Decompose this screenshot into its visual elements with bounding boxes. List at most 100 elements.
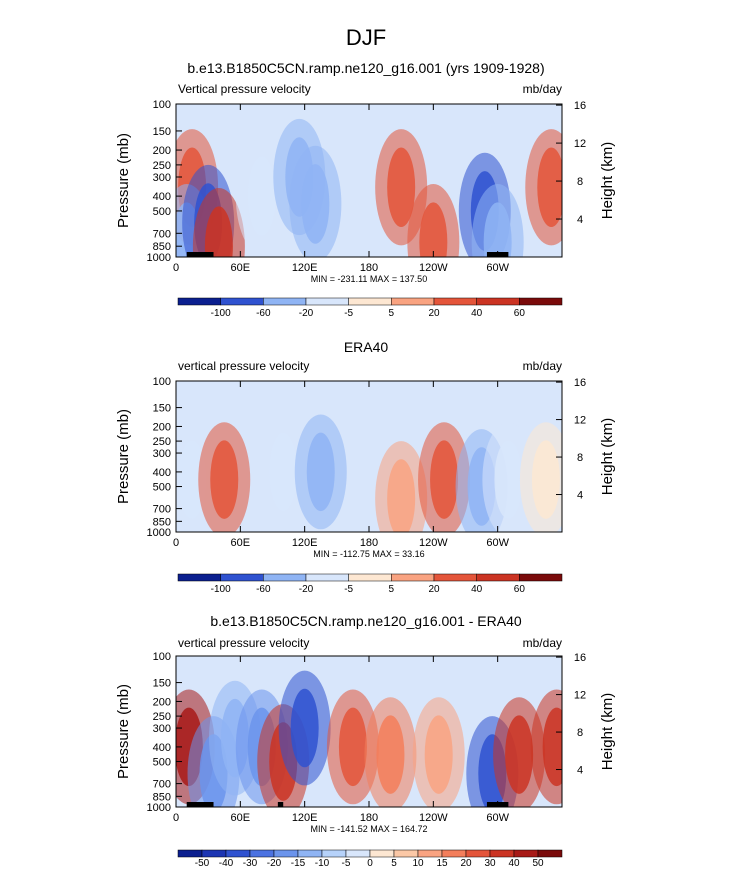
colorbar-swatch [476,573,520,582]
colorbar-swatch [177,573,221,582]
contour-core [483,202,512,257]
y-tick-label: 500 [153,757,171,769]
colorbar-label: 20 [428,584,440,595]
min-max-stats: MIN = -112.75 MAX = 33.16 [313,549,424,559]
panel-3: b.e13.B1850C5CN.ramp.ne120_g16.001 - ERA… [115,613,616,869]
y-tick-label: 700 [153,504,171,516]
contour-core [290,688,319,768]
y-tick-label: 250 [153,436,171,448]
panel-1: b.e13.B1850C5CN.ramp.ne120_g16.001 (yrs … [115,60,616,319]
colorbar-swatch [305,573,349,582]
y-tick-label: 1000 [147,802,171,814]
colorbar-swatch [263,297,307,306]
contour-core [424,715,453,794]
contour-core [376,715,405,794]
y-tick-label: 850 [153,241,171,253]
contour-field [176,104,562,257]
colorbar-label: -40 [219,858,234,869]
x-tick-label: 120E [292,262,318,274]
y2-tick-label: 16 [574,100,586,112]
colorbar-swatch [348,573,392,582]
colorbar-label: 20 [460,858,472,869]
contour-core [387,147,416,228]
contour-field [176,381,562,532]
colorbar-swatch [465,849,491,858]
x-tick-label: 120E [292,812,318,824]
colorbar-label: 40 [471,584,483,595]
colorbar-swatch [177,849,203,858]
contour-core [505,715,534,794]
contour-field [176,656,562,807]
x-tick-label: 180 [360,812,378,824]
contour-core [306,432,335,512]
y-axis-label: Pressure (mb) [115,409,132,504]
topography-mask [277,802,284,807]
left-string: Vertical pressure velocity [178,82,311,96]
colorbar-swatch [393,849,419,858]
colorbar-swatch [433,573,477,582]
y-tick-label: 1000 [147,527,171,539]
colorbar-label: -60 [256,308,271,319]
colorbar-label: -30 [243,858,258,869]
colorbar-swatch [537,849,563,858]
colorbar-label: 40 [508,858,520,869]
y2-tick-label: 16 [574,377,586,389]
y-tick-label: 200 [153,421,171,433]
x-tick-label: 120W [419,262,448,274]
colorbar-label: 40 [471,308,483,319]
colorbar-swatch [433,297,477,306]
panel-title: ERA40 [344,339,389,355]
right-string: mb/day [523,636,562,650]
contour-core [269,432,298,512]
colorbar-swatch [348,297,392,306]
y2-tick-label: 12 [574,415,586,427]
colorbar-label: 60 [514,584,526,595]
contour-core [210,440,239,519]
y2-tick-label: 12 [574,690,586,702]
x-tick-label: 60E [231,262,251,274]
y-tick-label: 500 [153,482,171,494]
y2-axis-label: Height (km) [599,418,616,496]
y-tick-label: 700 [153,779,171,791]
figure-title: DJF [346,25,386,50]
y-tick-label: 250 [153,711,171,723]
contour-core [338,707,367,787]
colorbar-swatch [305,297,349,306]
y2-tick-label: 8 [577,176,583,188]
x-tick-label: 0 [173,537,179,549]
y-tick-label: 400 [153,467,171,479]
colorbar-swatch [489,849,515,858]
x-tick-label: 180 [360,537,378,549]
x-tick-label: 60W [486,812,509,824]
y-tick-label: 300 [153,448,171,460]
colorbar-swatch [345,849,371,858]
y-tick-label: 300 [153,172,171,184]
colorbar-label: 50 [532,858,544,869]
topography-mask [186,802,214,807]
y-tick-label: 400 [153,191,171,203]
colorbar-label: -100 [211,308,231,319]
colorbar-swatch [263,573,307,582]
y-tick-label: 150 [153,126,171,138]
y2-tick-label: 8 [577,452,583,464]
contour-core [531,440,560,519]
colorbar-swatch [476,297,520,306]
colorbar-label: -5 [344,308,353,319]
y-tick-label: 150 [153,678,171,690]
colorbar: -50 -40 -30 -20 -15 -10 -5 0 5 10 15 20 30 40 50 [177,849,563,869]
x-tick-label: 60W [486,262,509,274]
colorbar-label: -100 [211,584,231,595]
colorbar-swatch [220,297,264,306]
contour-core [537,147,562,228]
topography-mask [186,252,214,257]
colorbar-label: 15 [436,858,448,869]
contour-core [301,164,330,244]
x-tick-label: 60E [231,537,251,549]
panel-2: ERA40 vertical pressure velocity mb/day 0 60… [115,339,616,595]
colorbar-swatch [220,573,264,582]
colorbar-label: -60 [256,584,271,595]
x-tick-label: 60E [231,812,251,824]
contour-core [204,206,233,257]
colorbar-swatch [225,849,251,858]
y2-axis-label: Height (km) [599,142,616,220]
